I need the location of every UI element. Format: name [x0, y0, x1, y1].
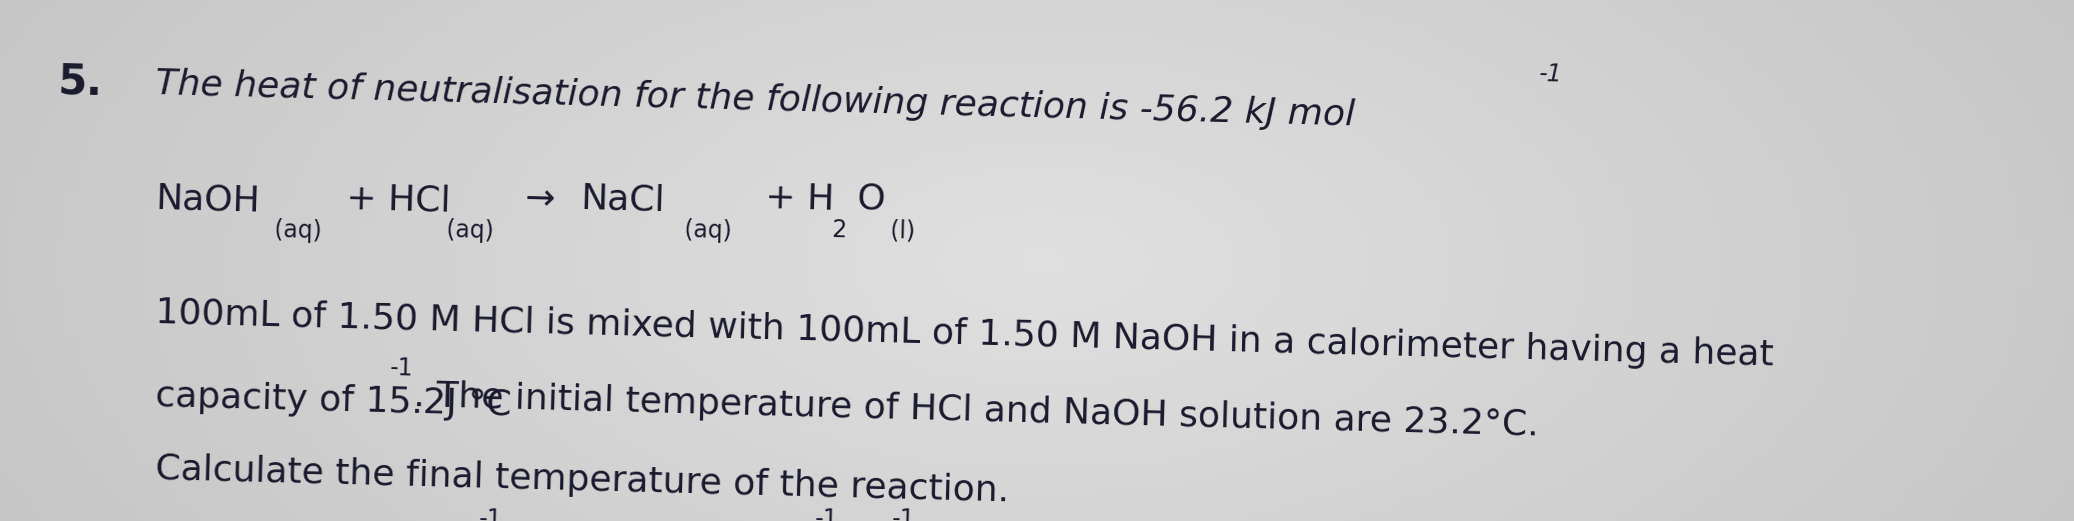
Text: 100mL of 1.50 M HCl is mixed with 100mL of 1.50 M NaOH in a calorimeter having a: 100mL of 1.50 M HCl is mixed with 100mL … — [156, 296, 1775, 373]
Text: (aq): (aq) — [446, 218, 494, 243]
Text: -1: -1 — [892, 507, 917, 521]
Text: -1: -1 — [390, 356, 415, 381]
Text: + HCl: + HCl — [346, 181, 452, 218]
Text: (l): (l) — [890, 218, 915, 243]
Text: 5.: 5. — [58, 61, 104, 104]
Text: capacity of 15.2J °C: capacity of 15.2J °C — [156, 379, 512, 423]
Text: (aq): (aq) — [684, 218, 732, 243]
Text: (aq): (aq) — [274, 218, 321, 243]
Text: →: → — [525, 181, 556, 216]
Text: -1: -1 — [479, 507, 504, 521]
Text: NaCl: NaCl — [581, 181, 666, 218]
Text: The heat of neutralisation for the following reaction is -56.2 kJ mol: The heat of neutralisation for the follo… — [156, 67, 1356, 132]
Text: + H: + H — [765, 181, 836, 217]
Text: -1: -1 — [815, 507, 840, 521]
Text: -1: -1 — [1539, 62, 1564, 86]
Text: Calculate the final temperature of the reaction.: Calculate the final temperature of the r… — [156, 452, 1010, 508]
Text: . The initial temperature of HCl and NaOH solution are 23.2°C.: . The initial temperature of HCl and NaO… — [413, 379, 1539, 443]
Text: NaOH: NaOH — [156, 181, 261, 218]
Text: 2: 2 — [832, 218, 846, 242]
Text: O: O — [857, 181, 886, 216]
